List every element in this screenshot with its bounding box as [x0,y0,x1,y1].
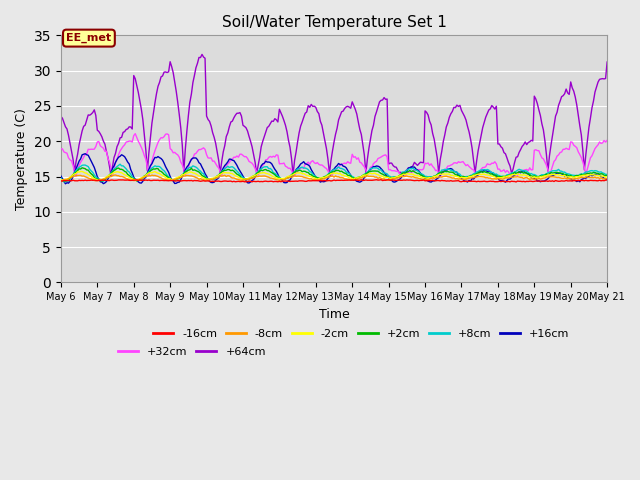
Title: Soil/Water Temperature Set 1: Soil/Water Temperature Set 1 [221,15,447,30]
Text: EE_met: EE_met [67,33,111,43]
Legend: +32cm, +64cm: +32cm, +64cm [114,342,270,361]
X-axis label: Time: Time [319,308,349,321]
Y-axis label: Temperature (C): Temperature (C) [15,108,28,210]
